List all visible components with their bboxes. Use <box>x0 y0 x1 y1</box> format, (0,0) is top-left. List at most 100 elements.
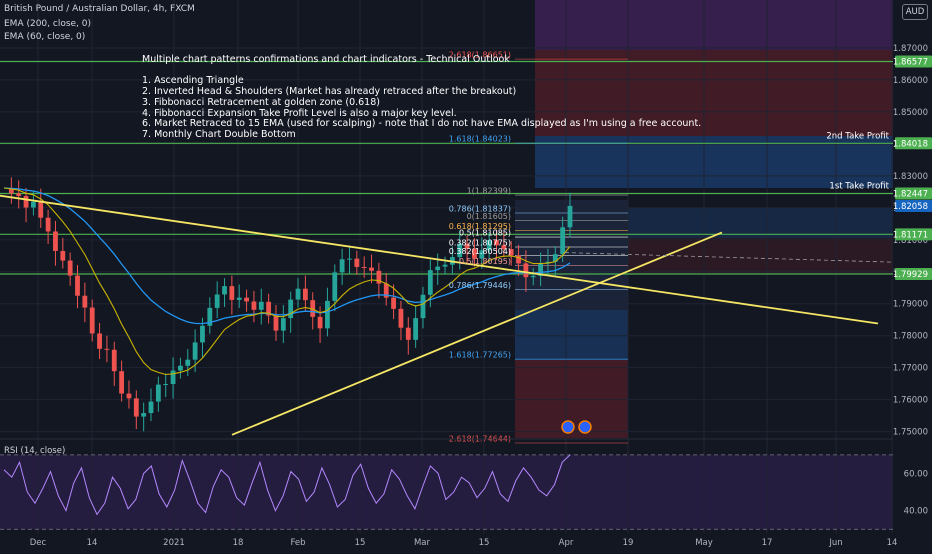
candle-body <box>119 371 125 394</box>
candle-body <box>273 315 279 331</box>
annotation-title: Multiple chart patterns confirmations an… <box>142 54 510 65</box>
y-tick-label: 1.77000 <box>893 364 928 374</box>
price-badge <box>895 268 932 281</box>
candle-body <box>82 295 88 308</box>
event-icon <box>578 420 592 434</box>
y-tick-label: 1.76000 <box>893 396 928 406</box>
candle-body <box>200 325 205 343</box>
projection-dashed-line <box>564 252 894 263</box>
candle-body <box>38 201 44 218</box>
candle-body <box>398 308 404 328</box>
event-icon <box>561 420 575 434</box>
fib-label: 2.618(1.86651) <box>449 51 511 60</box>
candle-body <box>207 307 213 326</box>
take-profit-2-label: 2nd Take Profit <box>826 131 889 141</box>
price-badge <box>895 228 932 241</box>
fib-label: 0.382(1.80775) <box>449 238 511 247</box>
candle-body <box>67 260 73 276</box>
candle-body <box>178 365 183 371</box>
long-position-zone <box>628 208 893 238</box>
candle-body <box>97 333 102 349</box>
x-tick-label: Apr <box>559 538 574 548</box>
ema200-line <box>3 187 571 325</box>
fib-label: 0.786(1.81837) <box>449 205 511 214</box>
candle-body <box>302 288 308 301</box>
candle-body <box>222 286 227 295</box>
rsi-tick-label: 40.00 <box>904 507 928 517</box>
candle-body <box>60 250 66 261</box>
ema60-line <box>3 187 571 376</box>
candle-body <box>442 264 448 267</box>
rsi-line <box>3 454 571 516</box>
x-tick-label: Feb <box>290 538 305 548</box>
rsi-legend: RSI (14, close) <box>4 446 65 456</box>
expansion-zone-blue <box>515 310 628 360</box>
candle-body <box>405 327 411 340</box>
candle-body <box>413 318 419 340</box>
stop-zone <box>628 238 893 274</box>
candle-body <box>192 342 198 360</box>
candle-body <box>420 294 426 319</box>
annotation-item: 3. Fibbonacci Retracement at golden zone… <box>142 97 380 108</box>
candle-body <box>141 413 147 417</box>
x-tick-label: 19 <box>623 538 634 548</box>
fib-zone-red <box>535 50 893 136</box>
candle-body <box>214 294 220 308</box>
candle-body <box>310 300 316 317</box>
candle-body <box>530 275 536 278</box>
candle-body <box>332 272 338 301</box>
candle-body <box>354 258 360 267</box>
annotation-item: 4. Fibbonacci Expansion Take Profit Leve… <box>142 108 457 119</box>
fib-label: 0.5(1.80195) <box>459 257 511 266</box>
candle-body <box>23 195 29 208</box>
candle-body <box>435 266 441 271</box>
currency-badge[interactable]: AUD <box>902 4 928 20</box>
candle-body <box>53 231 58 251</box>
price-badge-label: 1.86577 <box>893 57 928 67</box>
fib-label: 0(1.81605) <box>467 212 511 221</box>
price-badge <box>895 199 932 212</box>
y-tick-label: 1.83000 <box>893 172 928 182</box>
candle-body <box>560 227 566 255</box>
candle-body <box>552 254 558 262</box>
x-tick-label: 15 <box>479 538 490 548</box>
y-tick-label: 1.85000 <box>893 108 928 118</box>
candle-body <box>16 193 22 196</box>
x-tick-label: Jun <box>828 538 842 548</box>
x-tick-label: 2021 <box>163 538 185 548</box>
ema60-legend[interactable]: EMA (60, close, 0) <box>4 32 86 42</box>
candle-body <box>376 270 382 284</box>
candle-body <box>111 349 117 372</box>
candle-body <box>361 266 367 268</box>
annotation-item: 6. Market Retraced to 15 EMA (used for s… <box>142 118 702 129</box>
candle-body <box>244 297 249 302</box>
y-tick-label: 1.81000 <box>893 236 928 246</box>
price-badge-label: 1.79929 <box>893 270 928 280</box>
candle-body <box>288 299 294 319</box>
candle-body <box>523 263 529 278</box>
price-badge <box>895 187 932 200</box>
symbol-legend[interactable]: British Pound / Australian Dollar, 4h, F… <box>4 4 195 14</box>
fib-zone-blue <box>535 136 893 188</box>
fib-label: 0.5(1.81085) <box>459 229 511 238</box>
x-tick-label: 17 <box>762 538 773 548</box>
candle-body <box>295 288 301 300</box>
candle-body <box>347 258 352 260</box>
ascending-trendline <box>231 231 723 436</box>
candle-body <box>163 383 169 385</box>
price-badge <box>895 55 932 68</box>
candle-body <box>8 187 14 194</box>
candle-body <box>457 243 463 258</box>
price-badge-label: 1.82447 <box>893 190 928 200</box>
y-tick-label: 1.87000 <box>893 44 928 54</box>
candle-body <box>369 267 374 271</box>
candle-body <box>383 283 389 298</box>
candle-body <box>229 286 235 300</box>
ema200-legend[interactable]: EMA (200, close, 0) <box>4 19 92 29</box>
x-tick-label: 14 <box>887 538 898 548</box>
candle-body <box>89 307 95 334</box>
x-tick-label: 14 <box>87 538 98 548</box>
candle-body <box>75 275 80 296</box>
candle-body <box>501 245 507 250</box>
